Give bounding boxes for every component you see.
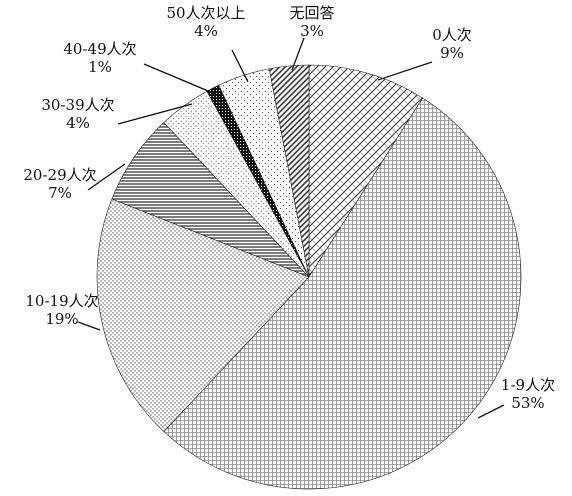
- leader-line-6: [231, 49, 249, 83]
- pie-slice-2: [96, 198, 310, 432]
- slice-label-0: 0人次: [432, 26, 472, 44]
- slice-label-1: 1-9人次: [501, 376, 555, 394]
- pie-slice-0: [308, 64, 424, 279]
- slice-label-7: 无回答: [289, 4, 334, 22]
- slice-percent-6: 4%: [194, 22, 218, 40]
- slice-label-4: 30-39人次: [41, 96, 114, 114]
- leader-line-5: [143, 63, 221, 97]
- slice-label-6: 50人次以上: [166, 4, 245, 22]
- leader-line-4: [117, 103, 193, 125]
- slice-label-2: 10-19人次: [25, 292, 98, 310]
- pie-slice-1: [163, 97, 522, 490]
- slice-percent-4: 4%: [66, 114, 90, 132]
- slice-percent-0: 9%: [440, 44, 464, 62]
- slice-label-5: 40-49人次: [63, 40, 136, 58]
- leader-line-2: [77, 321, 101, 331]
- leader-line-0: [377, 61, 433, 81]
- leader-line-1: [477, 404, 505, 419]
- pie-slice-7: [268, 64, 310, 278]
- pie-slices: [96, 64, 522, 490]
- slice-percent-7: 3%: [300, 22, 324, 40]
- slice-percent-3: 7%: [48, 184, 72, 202]
- slice-label-3: 20-29人次: [23, 166, 96, 184]
- label-leaders: [77, 37, 505, 419]
- slice-percent-1: 53%: [511, 394, 544, 412]
- slice-percent-5: 1%: [88, 58, 112, 76]
- slice-labels: 0人次9%1-9人次53%10-19人次19%20-29人次7%30-39人次4…: [23, 4, 555, 412]
- leader-line-7: [291, 37, 305, 71]
- slice-percent-2: 19%: [45, 310, 78, 328]
- leader-line-3: [87, 163, 126, 191]
